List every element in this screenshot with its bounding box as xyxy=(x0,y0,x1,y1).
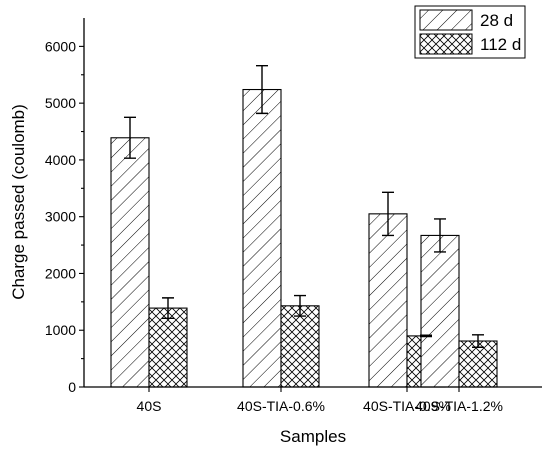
y-axis-title: Charge passed (coulomb) xyxy=(9,104,28,300)
error-bar-112d-0 xyxy=(162,297,174,320)
bar-112d-0 xyxy=(148,307,188,388)
y-tick-label-0: 0 xyxy=(68,379,76,395)
x-tick-label-0: 40S xyxy=(137,398,162,414)
x-axis-title: Samples xyxy=(280,427,346,446)
bar-112d-3 xyxy=(458,340,498,388)
bar-112d-1 xyxy=(280,305,320,388)
x-tick-label-2: 40S-TIA-0.9% xyxy=(363,398,451,414)
bars-layer xyxy=(110,88,498,388)
error-bar-28d-2 xyxy=(382,191,394,237)
bar-28d-1 xyxy=(242,88,282,388)
y-tick-label-1: 1000 xyxy=(45,322,76,338)
legend-swatch-28d xyxy=(419,9,473,31)
legend-label-28d: 28 d xyxy=(480,11,513,30)
x-tick-label-3: 40S-TIA-1.2% xyxy=(415,398,503,414)
error-bar-112d-2 xyxy=(420,334,432,338)
y-tick-label-5: 5000 xyxy=(45,95,76,111)
bar-28d-2 xyxy=(368,213,408,388)
error-bar-112d-1 xyxy=(294,294,306,317)
y-tick-label-2: 2000 xyxy=(45,265,76,281)
error-bars-layer xyxy=(124,64,484,348)
error-bar-28d-0 xyxy=(124,116,136,159)
ticks-layer: 0 1000 2000 3000 4000 5000 6000 40S 40S-TIA-0.6%… xyxy=(45,38,503,414)
x-tick-label-1: 40S-TIA-0.6% xyxy=(237,398,325,414)
legend-swatch-112d xyxy=(419,33,473,55)
bar-28d-3 xyxy=(420,234,460,388)
y-tick-label-4: 4000 xyxy=(45,152,76,168)
y-tick-label-3: 3000 xyxy=(45,209,76,225)
bar-28d-0 xyxy=(110,137,150,388)
legend-label-112d: 112 d xyxy=(480,35,521,54)
legend: 28 d 112 d xyxy=(414,5,526,59)
error-bar-112d-3 xyxy=(472,334,484,348)
y-tick-label-6: 6000 xyxy=(45,38,76,54)
error-bar-28d-1 xyxy=(256,64,268,115)
error-bar-28d-3 xyxy=(434,218,446,253)
